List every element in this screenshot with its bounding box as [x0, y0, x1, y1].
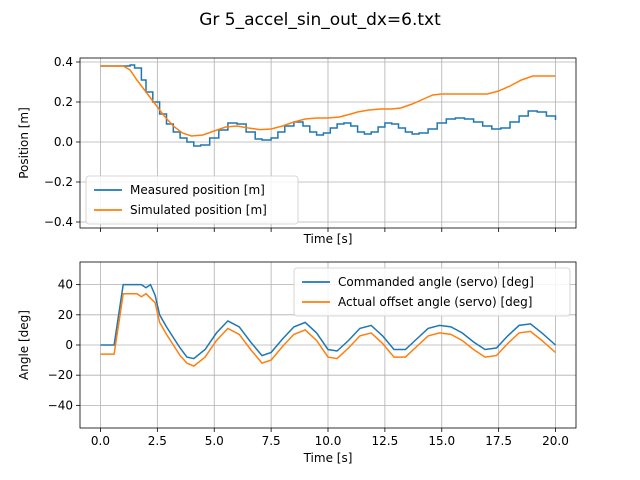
y-axis-label: Position [m]	[17, 107, 31, 179]
x-tick-label: 7.5	[262, 434, 281, 448]
x-axis-label: Time [s]	[303, 451, 353, 465]
legend: Measured position [m] Simulated position …	[85, 175, 299, 225]
legend-label-2: Simulated position [m]	[130, 203, 267, 217]
y-tick-label: −40	[48, 398, 73, 412]
figure-title: Gr 5_accel_sin_out_dx=6.txt	[199, 10, 441, 30]
series-line-1	[100, 283, 556, 360]
y-tick-label: 0	[65, 338, 73, 352]
y-tick-label: −0.2	[44, 175, 73, 189]
legend-label-2: Actual offset angle (servo) [deg]	[338, 295, 532, 309]
y-tick-label: 0.0	[54, 135, 73, 149]
x-tick-label: 0.0	[91, 434, 110, 448]
x-tick-label: 5.0	[205, 434, 224, 448]
axes-frame	[79, 57, 577, 229]
y-tick-label: 0.2	[54, 95, 73, 109]
legend-box	[293, 267, 571, 317]
legend-label-1: Commanded angle (servo) [deg]	[338, 275, 534, 289]
legend-label-1: Measured position [m]	[130, 183, 265, 197]
x-tick-label: 10.0	[315, 434, 342, 448]
y-tick-label: −0.4	[44, 215, 73, 229]
series-line-2	[100, 292, 556, 367]
legend: Commanded angle (servo) [deg] Actual offs…	[293, 267, 571, 317]
y-tick-label: −20	[48, 368, 73, 382]
x-tick-label: 2.5	[148, 434, 167, 448]
position-axes: −0.4 −0.2 0.0 0.2 0.4 Time [s] Position [m] Mea…	[17, 55, 577, 246]
x-tick-label: 20.0	[542, 434, 569, 448]
x-tick-label: 12.5	[372, 434, 399, 448]
x-tick-label: 15.0	[428, 434, 455, 448]
x-axis-label: Time [s]	[303, 232, 353, 246]
x-tick-label: 17.5	[485, 434, 512, 448]
y-tick-label: 0.4	[54, 55, 73, 69]
y-tick-label: 20	[58, 308, 73, 322]
angle-axes: 0.0 2.5 5.0 7.5 10.0 12.5 15.0 17.5 20.0 −40 −20 0 2…	[17, 261, 577, 465]
series-line-2	[100, 65, 556, 137]
legend-box	[85, 175, 299, 225]
axes-frame	[79, 261, 577, 429]
y-axis-label: Angle [deg]	[17, 310, 31, 380]
y-tick-label: 40	[58, 278, 73, 292]
